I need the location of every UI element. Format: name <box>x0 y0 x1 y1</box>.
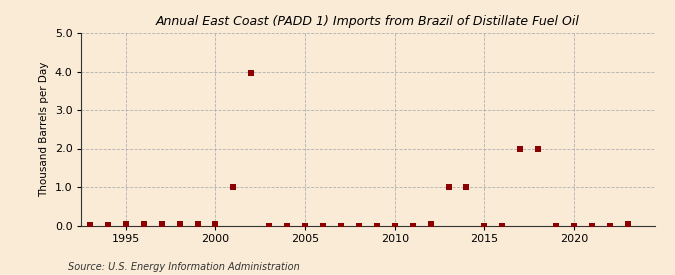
Point <box>264 223 275 228</box>
Text: Source: U.S. Energy Information Administration: Source: U.S. Energy Information Administ… <box>68 262 299 272</box>
Point <box>497 223 508 228</box>
Point <box>443 185 454 189</box>
Point <box>461 185 472 189</box>
Point <box>533 146 543 151</box>
Point <box>318 223 329 228</box>
Point <box>120 221 131 226</box>
Point <box>371 223 382 228</box>
Point <box>157 221 167 226</box>
Point <box>425 221 436 226</box>
Y-axis label: Thousand Barrels per Day: Thousand Barrels per Day <box>39 62 49 197</box>
Point <box>515 146 526 151</box>
Point <box>605 223 616 228</box>
Point <box>228 185 239 189</box>
Point <box>84 222 95 227</box>
Point <box>174 221 185 226</box>
Point <box>354 223 364 228</box>
Point <box>281 223 292 228</box>
Point <box>138 221 149 226</box>
Point <box>622 221 633 226</box>
Point <box>551 223 562 228</box>
Point <box>103 222 113 227</box>
Point <box>192 221 203 226</box>
Point <box>246 70 256 75</box>
Title: Annual East Coast (PADD 1) Imports from Brazil of Distillate Fuel Oil: Annual East Coast (PADD 1) Imports from … <box>156 15 580 28</box>
Point <box>335 223 346 228</box>
Point <box>479 223 490 228</box>
Point <box>300 223 310 228</box>
Point <box>407 223 418 228</box>
Point <box>210 221 221 226</box>
Point <box>389 223 400 228</box>
Point <box>587 223 597 228</box>
Point <box>568 223 579 228</box>
